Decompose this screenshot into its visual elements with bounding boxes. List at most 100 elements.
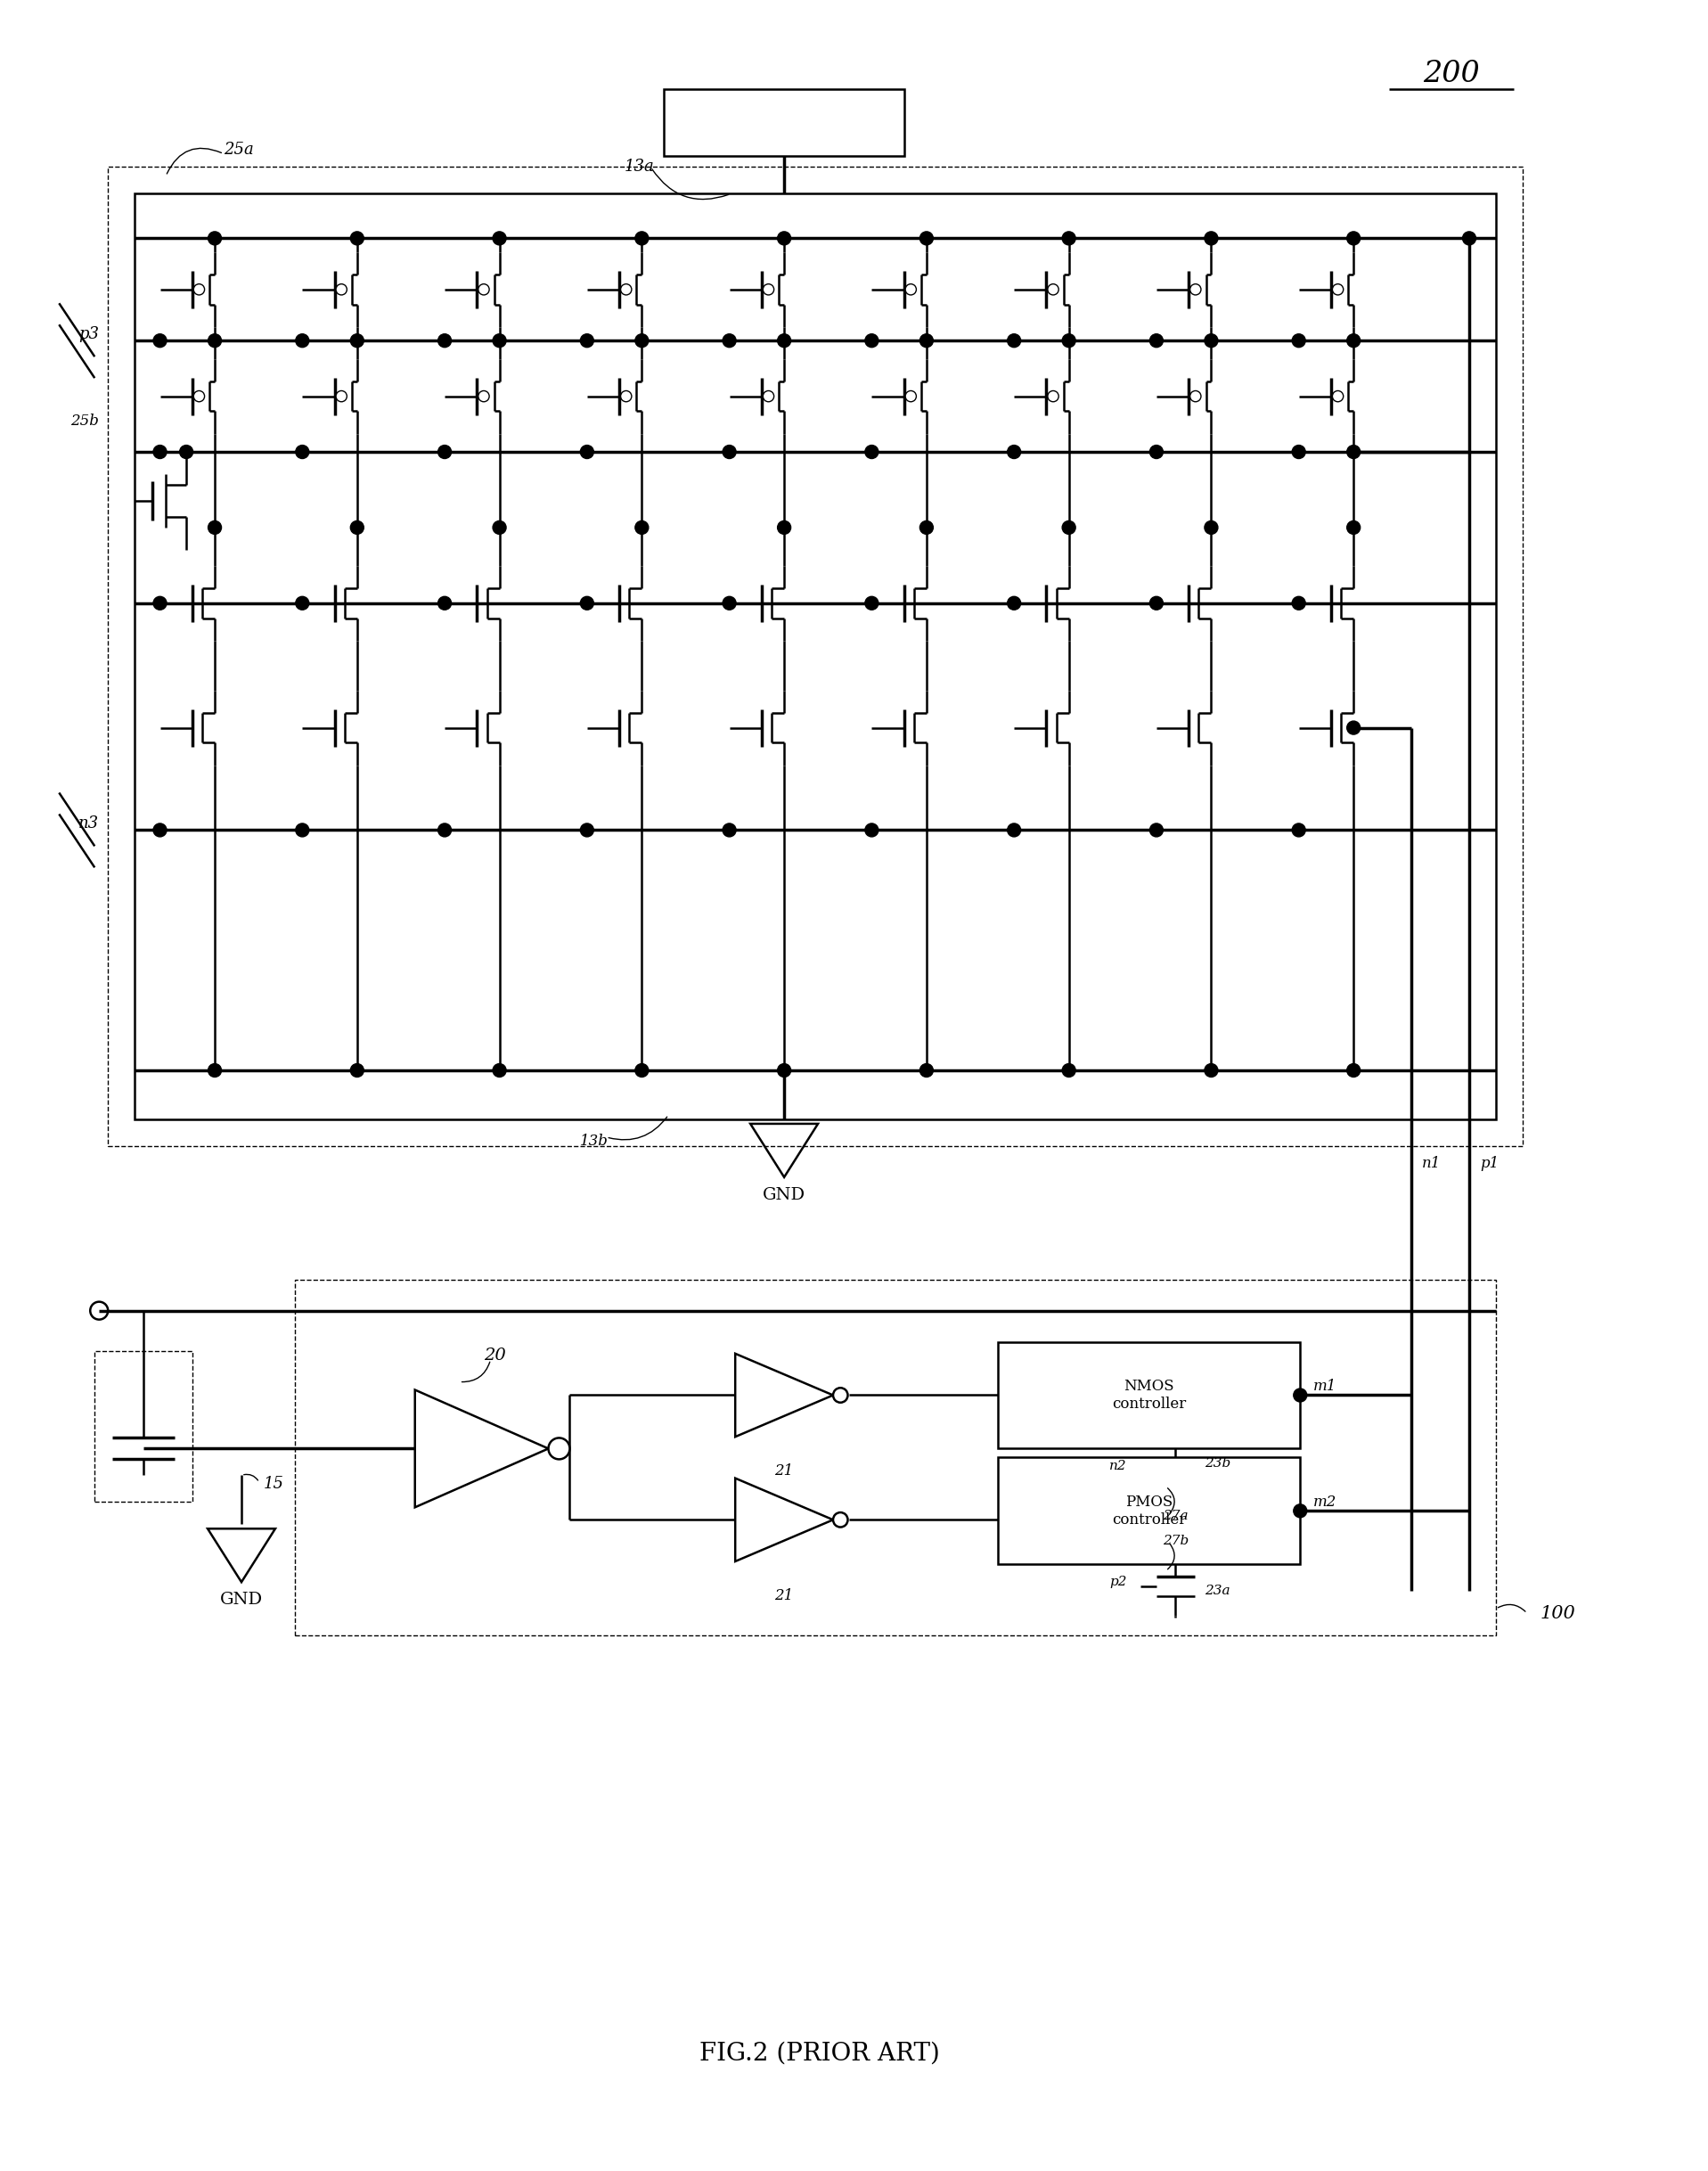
- Circle shape: [1008, 445, 1021, 458]
- Text: p2: p2: [1108, 1576, 1127, 1589]
- Bar: [108, 167, 1522, 1146]
- Circle shape: [1008, 597, 1021, 610]
- Circle shape: [193, 391, 205, 402]
- Circle shape: [1291, 597, 1305, 610]
- Text: 21: 21: [775, 1587, 794, 1602]
- Circle shape: [1062, 521, 1076, 534]
- Circle shape: [437, 597, 451, 610]
- Circle shape: [581, 334, 594, 347]
- Circle shape: [1149, 445, 1163, 458]
- Circle shape: [350, 334, 364, 347]
- Circle shape: [620, 284, 632, 295]
- Circle shape: [350, 1064, 364, 1077]
- Circle shape: [1008, 334, 1021, 347]
- Circle shape: [1332, 391, 1344, 402]
- Circle shape: [1008, 823, 1021, 836]
- Circle shape: [905, 391, 915, 402]
- Text: p1: p1: [1479, 1157, 1500, 1172]
- Circle shape: [1293, 1389, 1307, 1402]
- Circle shape: [921, 232, 933, 245]
- Circle shape: [777, 334, 791, 347]
- Text: 25a: 25a: [224, 141, 254, 156]
- Text: 25b: 25b: [70, 412, 99, 428]
- Circle shape: [1149, 334, 1163, 347]
- Text: 100: 100: [1541, 1604, 1576, 1622]
- Circle shape: [905, 284, 915, 295]
- Circle shape: [494, 521, 506, 534]
- Text: GND: GND: [763, 1188, 806, 1203]
- Circle shape: [478, 391, 488, 402]
- Circle shape: [1462, 232, 1476, 245]
- Text: NMOS
controller: NMOS controller: [1112, 1379, 1185, 1411]
- Circle shape: [1204, 521, 1218, 534]
- Circle shape: [1047, 391, 1059, 402]
- Circle shape: [1149, 823, 1163, 836]
- Circle shape: [208, 232, 222, 245]
- Circle shape: [1348, 721, 1360, 734]
- Circle shape: [722, 334, 736, 347]
- Circle shape: [1291, 334, 1305, 347]
- Circle shape: [581, 445, 594, 458]
- Circle shape: [295, 445, 309, 458]
- Circle shape: [494, 334, 506, 347]
- Circle shape: [1293, 1505, 1307, 1518]
- Circle shape: [193, 284, 205, 295]
- Circle shape: [336, 284, 347, 295]
- Circle shape: [1348, 521, 1360, 534]
- Circle shape: [295, 823, 309, 836]
- Circle shape: [722, 445, 736, 458]
- Circle shape: [208, 1064, 222, 1077]
- Circle shape: [1204, 1064, 1218, 1077]
- Text: 27b: 27b: [1163, 1535, 1189, 1548]
- Circle shape: [154, 597, 167, 610]
- Circle shape: [834, 1513, 847, 1526]
- Text: 21: 21: [775, 1463, 794, 1478]
- Circle shape: [921, 1064, 933, 1077]
- Circle shape: [295, 334, 309, 347]
- Text: n3: n3: [79, 816, 99, 831]
- Bar: [135, 193, 1496, 1120]
- Circle shape: [581, 823, 594, 836]
- Circle shape: [208, 334, 222, 347]
- Circle shape: [722, 823, 736, 836]
- Circle shape: [1348, 232, 1360, 245]
- Circle shape: [722, 597, 736, 610]
- Circle shape: [1190, 284, 1201, 295]
- Text: 15: 15: [263, 1476, 284, 1491]
- Circle shape: [921, 334, 933, 347]
- Circle shape: [834, 1387, 847, 1402]
- Circle shape: [336, 391, 347, 402]
- Circle shape: [777, 232, 791, 245]
- Circle shape: [494, 1064, 506, 1077]
- Circle shape: [864, 334, 878, 347]
- Circle shape: [1062, 1064, 1076, 1077]
- Text: n1: n1: [1423, 1157, 1442, 1172]
- Circle shape: [635, 232, 649, 245]
- Circle shape: [1047, 284, 1059, 295]
- Text: FIG.2 (PRIOR ART): FIG.2 (PRIOR ART): [700, 2041, 939, 2067]
- Text: Power supply: Power supply: [729, 115, 839, 130]
- Text: m1: m1: [1313, 1379, 1337, 1394]
- Text: GND: GND: [220, 1591, 263, 1609]
- Circle shape: [1291, 445, 1305, 458]
- Circle shape: [635, 521, 649, 534]
- Circle shape: [350, 521, 364, 534]
- Text: n2: n2: [1108, 1461, 1127, 1472]
- Text: PMOS
controller: PMOS controller: [1112, 1494, 1185, 1526]
- Circle shape: [1062, 334, 1076, 347]
- Circle shape: [1149, 597, 1163, 610]
- Circle shape: [437, 445, 451, 458]
- Bar: [997, 1342, 1300, 1448]
- Circle shape: [1204, 334, 1218, 347]
- Text: 13a: 13a: [623, 158, 654, 176]
- Circle shape: [154, 445, 167, 458]
- Circle shape: [763, 391, 774, 402]
- Circle shape: [620, 391, 632, 402]
- Bar: [997, 1457, 1300, 1565]
- Text: m2: m2: [1313, 1494, 1337, 1509]
- Circle shape: [635, 334, 649, 347]
- Text: 23b: 23b: [1204, 1457, 1231, 1470]
- Circle shape: [437, 823, 451, 836]
- Text: 27a: 27a: [1163, 1511, 1189, 1522]
- Circle shape: [154, 334, 167, 347]
